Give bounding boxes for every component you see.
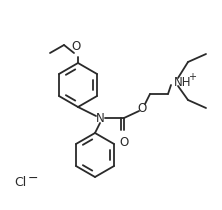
Text: NH: NH bbox=[174, 76, 192, 88]
Text: +: + bbox=[188, 72, 196, 82]
Text: O: O bbox=[119, 136, 129, 149]
Text: −: − bbox=[28, 172, 38, 185]
Text: O: O bbox=[71, 40, 81, 53]
Text: O: O bbox=[137, 101, 147, 114]
Text: N: N bbox=[96, 112, 104, 125]
Text: Cl: Cl bbox=[14, 176, 26, 189]
